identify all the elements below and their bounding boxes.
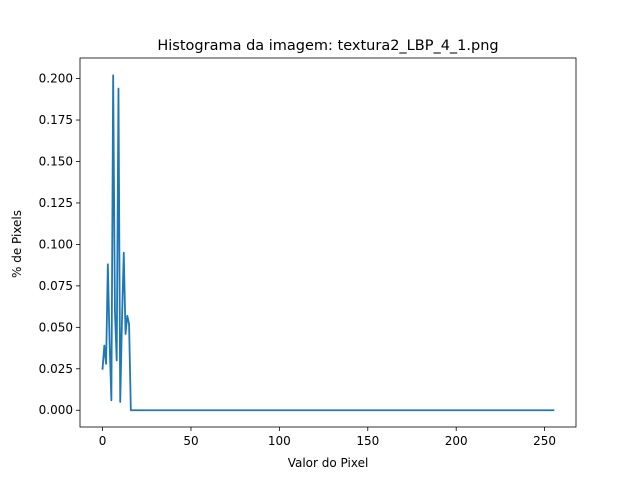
y-tick-label: 0.050	[39, 320, 73, 334]
x-axis-label: Valor do Pixel	[288, 456, 369, 470]
x-axis: 0 50 100 150 200 250	[99, 427, 556, 448]
series-line-0	[101, 74, 555, 412]
y-axis-label: % de Pixels	[10, 210, 24, 278]
y-tick-label: 0.000	[39, 403, 73, 417]
y-axis: 0.000 0.025 0.050 0.075 0.100 0.125 0.150 0.175…	[39, 72, 80, 417]
y-tick-label: 0.100	[39, 237, 73, 251]
y-tick-label: 0.125	[39, 196, 73, 210]
axes-frame	[79, 57, 577, 428]
x-tick-label: 100	[268, 434, 291, 448]
x-tick-label: 150	[356, 434, 379, 448]
x-tick-label: 0	[99, 434, 107, 448]
y-tick-label: 0.025	[39, 362, 73, 376]
x-tick-label: 50	[183, 434, 198, 448]
y-tick-label: 0.175	[39, 113, 73, 127]
y-tick-label: 0.150	[39, 154, 73, 168]
y-tick-label: 0.075	[39, 279, 73, 293]
x-tick-label: 200	[445, 434, 468, 448]
y-tick-label: 0.200	[39, 72, 73, 86]
x-tick-label: 250	[533, 434, 556, 448]
chart-title: Histograma da imagem: textura2_LBP_4_1.p…	[157, 38, 498, 54]
plot-area	[101, 74, 555, 412]
